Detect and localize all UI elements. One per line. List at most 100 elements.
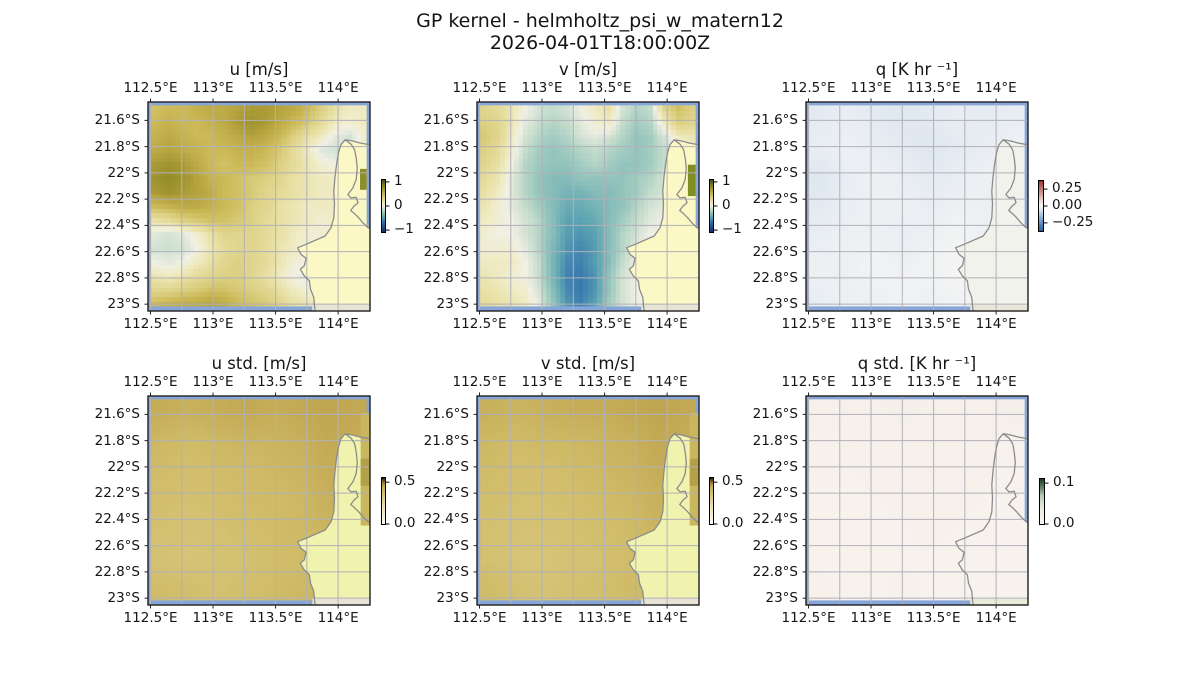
x-tick-label-bottom: 113.5°E — [248, 610, 303, 626]
colorbar-u_std: 0.5 0.0 — [381, 473, 415, 531]
colorbar-tick-label: 0 — [394, 197, 403, 213]
x-tick-label-bottom: 113°E — [850, 316, 892, 332]
subplot-q_std: q std. [K hr ⁻¹] 112.5°E 112.5°E 113°E 113°E… — [753, 354, 1029, 626]
x-tick-label-bottom: 112.5°E — [781, 316, 836, 332]
y-tick-label: 21.8°S — [752, 138, 798, 155]
colorbar-frame — [1038, 180, 1048, 232]
x-tick-label-top: 113°E — [521, 374, 563, 390]
colorbar-frame — [1039, 478, 1049, 525]
y-tick-label: 22.8°S — [423, 269, 469, 286]
map-overlay — [144, 98, 371, 315]
y-tick-label: 22.8°S — [752, 563, 798, 580]
x-tick-label-bottom: 114°E — [317, 610, 359, 626]
y-tick-label: 23°S — [107, 296, 141, 313]
x-tick-label-bottom: 112.5°E — [452, 316, 507, 332]
y-tick-label: 23°S — [107, 590, 141, 607]
colorbar-tick-label: 0 — [722, 197, 731, 213]
x-tick-label-top: 114°E — [646, 80, 688, 96]
map-overlay — [802, 98, 1029, 315]
x-tick-label-top: 113°E — [192, 374, 234, 390]
x-tick-label-top: 112.5°E — [123, 374, 178, 390]
x-tick-label-bottom: 113°E — [192, 610, 234, 626]
y-tick-label: 22.6°S — [423, 537, 469, 554]
map-overlay — [144, 392, 371, 609]
y-tick-label: 22°S — [436, 458, 470, 475]
y-tick-label: 22.2°S — [423, 485, 469, 502]
x-tick-label-bottom: 113.5°E — [906, 610, 961, 626]
y-tick-label: 21.6°S — [752, 406, 798, 423]
colorbar-tick-label: 0.0 — [1053, 515, 1075, 531]
subplot-title-v: v [m/s] — [558, 60, 618, 79]
colorbar-frame — [709, 477, 718, 525]
x-tick-label-top: 113°E — [192, 80, 234, 96]
y-tick-label: 22.4°S — [94, 217, 140, 234]
x-tick-label-bottom: 112.5°E — [781, 610, 836, 626]
colorbar-tick-label: 0.1 — [1053, 474, 1075, 491]
colorbar-q_std: 0.1 0.0 — [1039, 474, 1074, 531]
y-tick-label: 22°S — [107, 164, 141, 181]
y-tick-label: 22.4°S — [423, 511, 469, 528]
subplot-title-u_std: u std. [m/s] — [211, 354, 307, 373]
colorbar-frame — [709, 179, 718, 233]
subplot-title-q: q [K hr ⁻¹] — [875, 60, 959, 79]
x-tick-label-top: 112.5°E — [452, 80, 507, 96]
x-tick-label-bottom: 114°E — [975, 610, 1017, 626]
x-tick-label-top: 113.5°E — [577, 80, 632, 96]
y-tick-label: 22.8°S — [752, 269, 798, 286]
x-tick-label-bottom: 112.5°E — [123, 316, 178, 332]
x-tick-label-bottom: 113.5°E — [577, 610, 632, 626]
y-tick-label: 21.8°S — [94, 138, 140, 155]
subplot-title-v_std: v std. [m/s] — [540, 354, 636, 373]
x-tick-label-top: 112.5°E — [781, 80, 836, 96]
y-tick-label: 21.8°S — [423, 432, 469, 449]
y-tick-label: 22.6°S — [94, 243, 140, 260]
y-tick-label: 23°S — [436, 296, 470, 313]
colorbar-tick-label: 0.0 — [394, 515, 416, 531]
x-tick-label-bottom: 114°E — [646, 316, 688, 332]
subplot-u: u [m/s] 112.5°E 112.5°E 113°E 113°E 113.5°E 11… — [95, 60, 371, 332]
colorbar-tick-label: 1 — [394, 172, 403, 189]
y-tick-label: 22.2°S — [752, 485, 798, 502]
colorbar-frame — [381, 179, 390, 233]
y-tick-label: 23°S — [765, 590, 799, 607]
y-tick-label: 21.8°S — [94, 432, 140, 449]
colorbar-gradient — [710, 180, 713, 232]
y-tick-label: 22°S — [107, 458, 141, 475]
x-tick-label-bottom: 113°E — [850, 610, 892, 626]
y-tick-label: 22.2°S — [94, 191, 140, 208]
x-tick-label-top: 114°E — [646, 374, 688, 390]
colorbar-tick-label: 0.5 — [722, 473, 744, 490]
x-tick-label-top: 114°E — [975, 80, 1017, 96]
y-tick-label: 21.6°S — [752, 112, 798, 129]
subplot-q: q [K hr ⁻¹] 112.5°E 112.5°E 113°E 113°E 113.5… — [753, 60, 1029, 332]
colorbar-tick-label: −1 — [394, 221, 414, 238]
y-tick-label: 21.6°S — [423, 406, 469, 423]
y-tick-label: 22°S — [436, 164, 470, 181]
y-tick-label: 22°S — [765, 458, 799, 475]
colorbar-v: 1 0 −1 — [709, 173, 742, 237]
colorbar-tick-label: 0.5 — [394, 473, 416, 490]
y-tick-label: 22.8°S — [94, 269, 140, 286]
y-tick-label: 21.8°S — [752, 432, 798, 449]
x-tick-label-top: 112.5°E — [452, 374, 507, 390]
colorbar-gradient — [710, 478, 713, 524]
x-tick-label-top: 114°E — [975, 374, 1017, 390]
x-tick-label-top: 113.5°E — [906, 80, 961, 96]
subplot-title-u: u [m/s] — [229, 60, 289, 79]
x-tick-label-bottom: 114°E — [646, 610, 688, 626]
y-tick-label: 21.6°S — [423, 112, 469, 129]
x-tick-label-top: 113.5°E — [577, 374, 632, 390]
figure-title-line2: 2026-04-01T18:00:00Z — [489, 32, 711, 54]
x-tick-label-top: 112.5°E — [781, 374, 836, 390]
map-overlay — [802, 392, 1029, 609]
y-tick-label: 22.2°S — [423, 191, 469, 208]
x-tick-label-bottom: 114°E — [975, 316, 1017, 332]
colorbar-gradient — [1039, 181, 1043, 231]
y-tick-label: 23°S — [436, 590, 470, 607]
colorbar-gradient — [382, 180, 385, 232]
y-tick-label: 21.6°S — [94, 112, 140, 129]
y-tick-label: 21.8°S — [423, 138, 469, 155]
x-tick-label-top: 113°E — [850, 374, 892, 390]
colorbar-tick-label: 0.25 — [1052, 180, 1083, 197]
